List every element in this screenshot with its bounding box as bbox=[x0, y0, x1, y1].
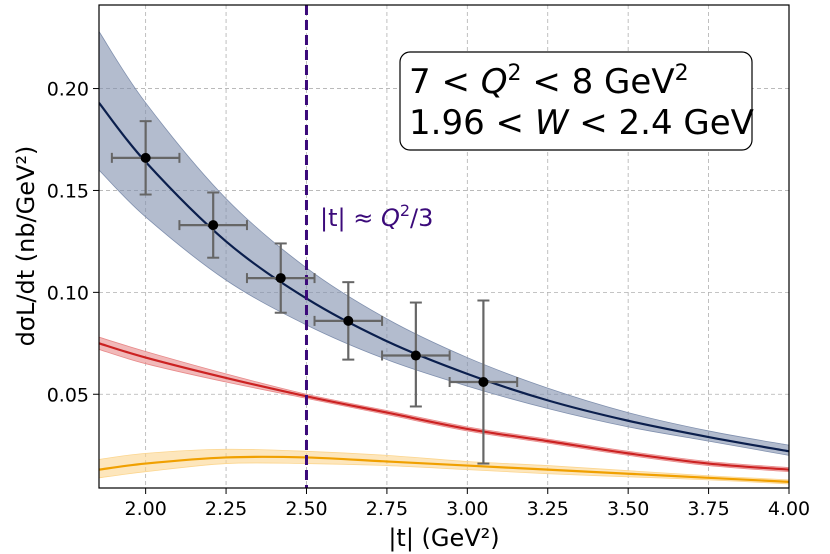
data-marker bbox=[478, 377, 489, 388]
x-tick-label: 2.00 bbox=[124, 498, 166, 520]
x-tick-label: 3.75 bbox=[687, 498, 729, 520]
data-point bbox=[381, 301, 451, 408]
model-curves bbox=[99, 102, 789, 483]
y-tick-label: 0.05 bbox=[47, 384, 89, 406]
annotation-line-2: 1.96 < W < 2.4 GeV bbox=[409, 103, 754, 143]
data-marker bbox=[343, 315, 354, 326]
data-marker bbox=[140, 152, 151, 163]
y-tick-label: 0.10 bbox=[47, 282, 89, 304]
data-marker bbox=[410, 350, 421, 361]
data-points bbox=[110, 120, 519, 465]
x-tick-label: 2.25 bbox=[205, 498, 247, 520]
band-orange bbox=[99, 448, 789, 485]
axis-ticks: 2.00 2.25 2.50 2.75 3.00 3.25 3.50 3.75 4.00 0.05… bbox=[47, 79, 810, 520]
vline-label: |t| ≈ Q2/3 bbox=[320, 201, 433, 232]
y-tick-label: 0.15 bbox=[47, 180, 89, 202]
x-tick-label: 3.50 bbox=[607, 498, 649, 520]
curve-red bbox=[99, 342, 789, 471]
data-marker bbox=[275, 273, 286, 284]
plot-frame bbox=[98, 4, 790, 489]
x-tick-label: 3.00 bbox=[446, 498, 488, 520]
annotation-box: 7 < Q2 < 8 GeV2 1.96 < W < 2.4 GeV bbox=[399, 51, 754, 151]
data-point bbox=[178, 191, 248, 259]
data-point bbox=[110, 120, 181, 196]
x-tick-label: 4.00 bbox=[768, 498, 810, 520]
data-point bbox=[313, 281, 384, 361]
curve-total bbox=[99, 102, 789, 453]
annotation-line-1: 7 < Q2 < 8 GeV2 bbox=[409, 61, 689, 102]
data-point bbox=[245, 242, 316, 314]
x-tick-label: 3.25 bbox=[527, 498, 569, 520]
curve-orange bbox=[99, 455, 789, 483]
x-axis-label: |t| (GeV²) bbox=[388, 524, 499, 552]
x-tick-label: 2.50 bbox=[285, 498, 327, 520]
data-marker bbox=[208, 220, 219, 231]
x-tick-label: 2.75 bbox=[366, 498, 408, 520]
data-point bbox=[448, 299, 519, 465]
y-axis-label: dσL/dt (nb/GeV²) bbox=[12, 146, 40, 347]
y-tick-label: 0.20 bbox=[47, 79, 89, 101]
